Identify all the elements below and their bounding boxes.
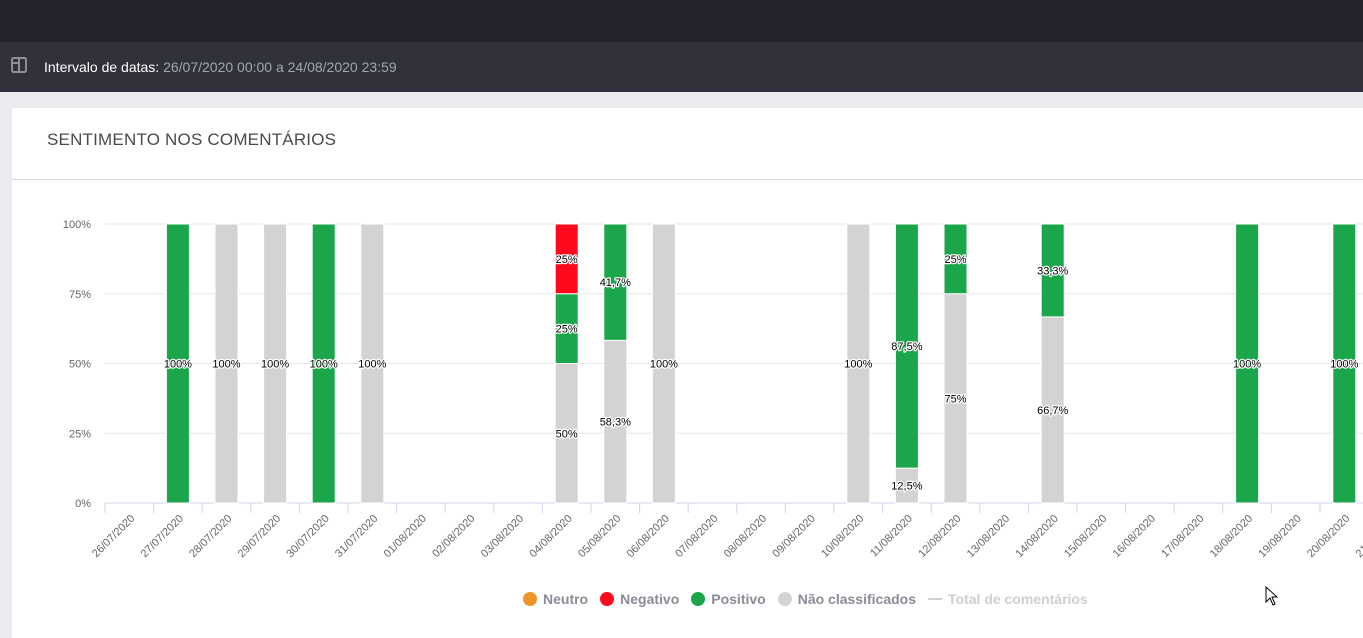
x-tick-label: 21/08/2020 [1354, 513, 1363, 560]
bar-segment [603, 223, 628, 341]
x-tick-label: 02/08/2020 [430, 513, 477, 560]
y-tick-label: 25% [69, 428, 91, 440]
x-tick-label: 07/08/2020 [673, 513, 720, 560]
date-range-label: Intervalo de datas [44, 59, 156, 75]
date-range-value: 26/07/2020 00:00 a 24/08/2020 23:59 [163, 59, 397, 75]
data-label: 25% [944, 254, 966, 266]
nao-classificados-dot-icon [777, 592, 792, 606]
x-tick-label: 26/07/2020 [90, 513, 137, 560]
bar-segment [1332, 223, 1357, 504]
x-tick-label: 01/08/2020 [382, 513, 429, 560]
data-label: 100% [650, 359, 678, 371]
bar-segment [943, 223, 968, 295]
card-title: SENTIMENTO NOS COMENTÁRIOS [47, 130, 337, 149]
data-label: 100% [212, 359, 240, 371]
bar-segment [894, 223, 919, 469]
mouse-cursor-icon [1265, 585, 1279, 606]
legend-item-neutro[interactable]: Neutro [523, 591, 588, 607]
positivo-dot-icon [691, 592, 706, 606]
bar-segment [360, 223, 385, 504]
x-tick-label: 15/08/2020 [1062, 513, 1109, 560]
x-tick-label: 06/08/2020 [625, 513, 672, 560]
data-label: 25% [556, 324, 578, 336]
x-tick-label: 14/08/2020 [1013, 513, 1060, 560]
bar-segment [651, 223, 676, 504]
x-tick-label: 29/07/2020 [236, 513, 283, 560]
legend-label: Neutro [543, 591, 589, 607]
bar-segment [846, 223, 871, 504]
legend-item-total[interactable]: Total de comentários [928, 591, 1088, 607]
x-tick-label: 27/07/2020 [139, 513, 186, 560]
data-label: 100% [844, 359, 872, 371]
legend-label: Total de comentários [948, 591, 1088, 607]
data-label: 100% [310, 359, 338, 371]
top-bar [0, 0, 1363, 42]
x-tick-label: 13/08/2020 [965, 513, 1012, 560]
sentiment-chart: 0% 25% 50% 75% 100% 26/07/2020 27/07/2020 28/07… [63, 219, 1363, 606]
bar-segment [214, 223, 239, 504]
neutro-dot-icon [523, 592, 537, 606]
x-tick-label: 08/08/2020 [722, 513, 769, 560]
x-tick-label: 19/08/2020 [1256, 513, 1303, 560]
data-label: 33,3% [1037, 265, 1068, 277]
x-tick-label: 18/08/2020 [1208, 513, 1255, 560]
x-tick-label: 04/08/2020 [527, 513, 574, 560]
x-tick-label: 16/08/2020 [1111, 513, 1158, 560]
x-tick-label: 12/08/2020 [916, 513, 963, 560]
x-tick-label: 20/08/2020 [1305, 513, 1352, 560]
data-label: 75% [944, 393, 966, 405]
y-tick-label: 100% [63, 219, 91, 231]
y-tick-label: 75% [69, 289, 91, 301]
data-label: 100% [1233, 359, 1261, 371]
legend-label: Positivo [711, 591, 766, 607]
x-tick-label: 10/08/2020 [819, 513, 866, 560]
x-tick-label: 17/08/2020 [1159, 513, 1206, 560]
layout-panel-icon[interactable] [11, 57, 27, 73]
date-range[interactable]: Intervalo de datas: 26/07/2020 00:00 a 2… [44, 59, 397, 75]
total-line-icon [928, 598, 942, 600]
filter-bar: Intervalo de datas: 26/07/2020 00:00 a 2… [0, 42, 1363, 92]
x-tick-label: 31/07/2020 [333, 513, 380, 560]
data-label: 87,5% [891, 341, 922, 353]
x-tick-label: 28/07/2020 [187, 513, 234, 560]
legend-item-positivo[interactable]: Positivo [691, 591, 766, 607]
x-tick-label: 11/08/2020 [868, 513, 915, 560]
legend-label: Não classificados [797, 591, 916, 607]
bar-segment [263, 223, 288, 504]
data-label: 12,5% [891, 481, 922, 493]
bar-segment [1040, 223, 1065, 318]
data-label: 100% [164, 359, 192, 371]
data-label: 50% [556, 428, 578, 440]
data-label: 58,3% [600, 417, 631, 429]
legend-label: Negativo [620, 591, 680, 607]
legend: Neutro Negativo Positivo Não classificad… [523, 591, 1100, 607]
data-label: 25% [556, 254, 578, 266]
x-tick-label: 03/08/2020 [479, 513, 526, 560]
x-tick-label: 05/08/2020 [576, 513, 623, 560]
bar-segment [1235, 223, 1260, 504]
y-tick-label: 0% [75, 498, 91, 510]
bar-segment [554, 223, 579, 295]
negativo-dot-icon [600, 592, 615, 606]
legend-item-nao-classificados[interactable]: Não classificados [777, 591, 916, 607]
legend-item-negativo[interactable]: Negativo [600, 591, 679, 607]
divider [12, 179, 1363, 180]
y-tick-label: 50% [69, 359, 91, 371]
data-label: 100% [261, 359, 289, 371]
data-label: 100% [358, 359, 386, 371]
data-label: 66,7% [1037, 405, 1068, 417]
x-tick-label: 09/08/2020 [770, 513, 817, 560]
data-label: 100% [1330, 359, 1358, 371]
x-tick-label: 30/07/2020 [284, 513, 331, 560]
data-label: 41,7% [600, 277, 631, 289]
bar-segment [311, 223, 336, 504]
bar-segment [165, 223, 190, 504]
